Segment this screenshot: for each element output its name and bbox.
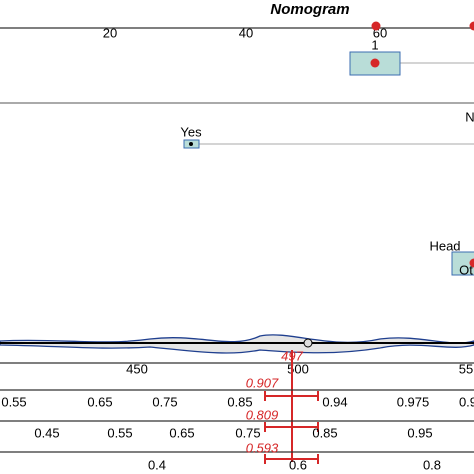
label: 1 bbox=[371, 37, 378, 52]
box bbox=[451, 251, 474, 276]
tick: 0.65 bbox=[87, 394, 112, 409]
tick: 0.8 bbox=[423, 457, 441, 472]
label: Yes bbox=[180, 124, 202, 139]
tick: 55 bbox=[459, 361, 473, 376]
estimate: 0.809 bbox=[246, 407, 279, 422]
tick: 0.55 bbox=[1, 394, 26, 409]
tick: 500 bbox=[287, 361, 309, 376]
tick: 0.95 bbox=[407, 425, 432, 440]
tick: 0.6 bbox=[289, 457, 307, 472]
label: Ot bbox=[459, 262, 473, 277]
point bbox=[189, 142, 193, 146]
point bbox=[469, 258, 474, 268]
tick: 40 bbox=[239, 25, 253, 40]
tick: 20 bbox=[103, 25, 117, 40]
title: Nomogram bbox=[270, 1, 349, 18]
tick: 0.55 bbox=[107, 425, 132, 440]
tick: 0.4 bbox=[148, 457, 166, 472]
estimate: 0.593 bbox=[246, 440, 279, 455]
point bbox=[370, 58, 380, 68]
tick: 0.75 bbox=[152, 394, 177, 409]
tick: 0.85 bbox=[312, 425, 337, 440]
point bbox=[371, 21, 381, 31]
tick: 0.975 bbox=[397, 394, 430, 409]
label: N bbox=[465, 109, 474, 124]
tick: 450 bbox=[126, 361, 148, 376]
tick: 0.75 bbox=[235, 425, 260, 440]
estimate: 0.907 bbox=[246, 375, 279, 390]
label: Head bbox=[429, 238, 460, 253]
tick: 0.65 bbox=[169, 425, 194, 440]
tick: 0.94 bbox=[322, 394, 347, 409]
tick: 0.9 bbox=[459, 394, 474, 409]
tick: 0.85 bbox=[227, 394, 252, 409]
point bbox=[303, 338, 313, 348]
tick: 0.45 bbox=[34, 425, 59, 440]
point bbox=[469, 21, 474, 31]
